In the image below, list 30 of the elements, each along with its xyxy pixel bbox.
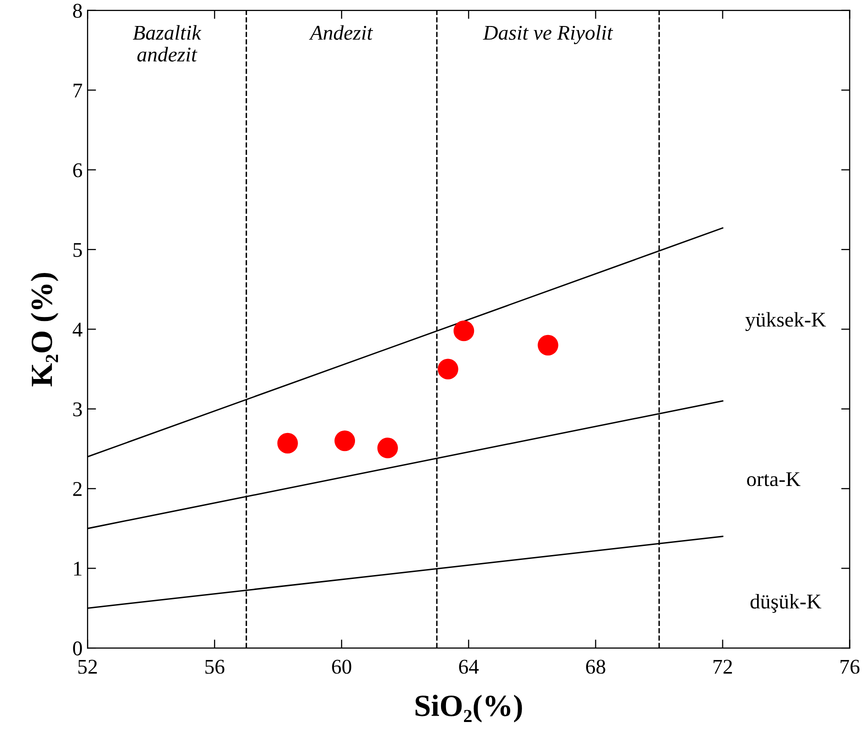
x-axis-title: SiO₂(%) [416,694,522,722]
point [334,430,356,452]
point [438,358,458,380]
y-tick-label: 1 [74,562,82,576]
x-tick-label: 64 [459,660,479,674]
annotation: yüksek-K [745,312,826,332]
x-tick-label: 72 [714,660,732,674]
x-tick-label: 60 [332,660,352,674]
y-tick-label: 6 [73,163,82,178]
y-tick-label: 0 [73,641,82,656]
x-tick-label: 56 [205,660,224,674]
x-tick-label: 76 [840,660,860,674]
y-tick-label: 2 [73,482,82,496]
point [538,334,558,356]
x-tick-label: 52 [78,660,97,674]
annotation: düşük-K [750,594,822,613]
y-tick-label: 4 [72,322,82,336]
annotation: Bazaltik andezit [132,25,202,62]
annotation: orta-K [747,472,800,486]
point [454,320,474,342]
y-tick-label: 3 [73,402,82,416]
point [377,438,398,458]
y-tick-label: 5 [74,243,82,257]
y-tick-label: 8 [73,4,82,18]
y-tick-label: 7 [74,84,82,98]
y-axis-title: K₂O (%) [30,272,58,386]
x-tick-label: 68 [586,660,606,674]
point [277,432,298,454]
annotation: Andezit [308,25,374,40]
annotation: Dasit ve Riyolit [482,25,614,44]
